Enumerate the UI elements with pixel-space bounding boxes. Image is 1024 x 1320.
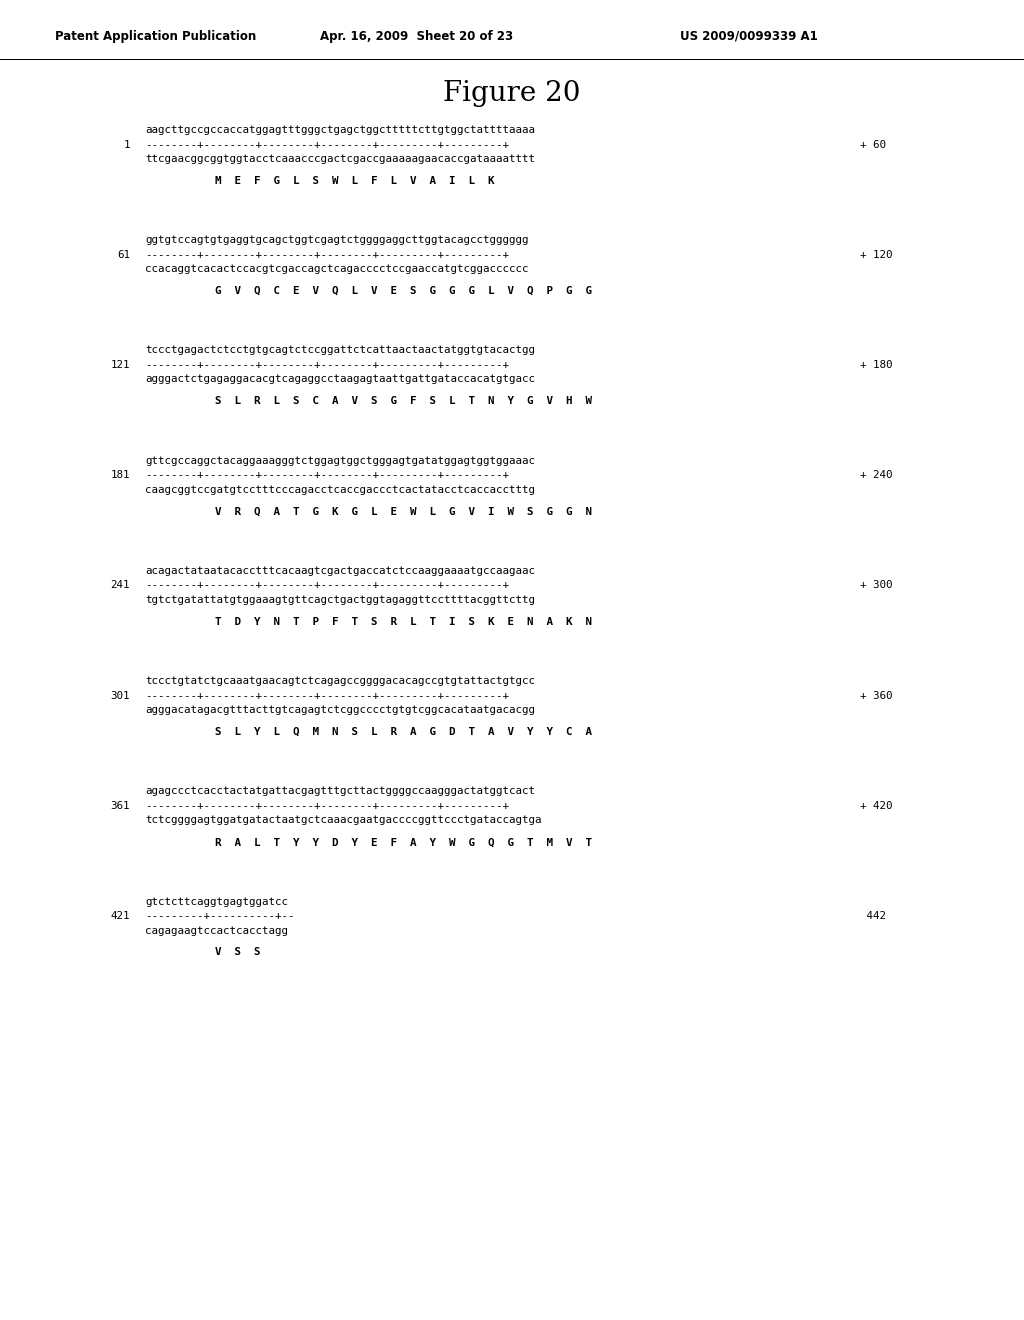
Text: caagcggtccgatgtcctttcccagacctcaccgaccctcactatacctcaccacctttg: caagcggtccgatgtcctttcccagacctcaccgaccctc… — [145, 484, 535, 495]
Text: ggtgtccagtgtgaggtgcagctggtcgagtctggggaggcttggtacagcctgggggg: ggtgtccagtgtgaggtgcagctggtcgagtctggggagg… — [145, 235, 528, 246]
Text: agagccctcacctactatgattacgagtttgcttactggggccaagggactatggtcact: agagccctcacctactatgattacgagtttgcttactggg… — [145, 787, 535, 796]
Text: agggacatagacgtttacttgtcagagtctcggcccctgtgtcggcacataatgacacgg: agggacatagacgtttacttgtcagagtctcggcccctgt… — [145, 705, 535, 715]
Text: --------+--------+--------+--------+---------+---------+: --------+--------+--------+--------+----… — [145, 470, 509, 480]
Text: 181: 181 — [111, 470, 130, 480]
Text: Patent Application Publication: Patent Application Publication — [55, 30, 256, 44]
Text: R  A  L  T  Y  Y  D  Y  E  F  A  Y  W  G  Q  G  T  M  V  T: R A L T Y Y D Y E F A Y W G Q G T M V T — [215, 837, 592, 847]
Text: Figure 20: Figure 20 — [443, 81, 581, 107]
Text: + 300: + 300 — [860, 581, 893, 590]
Text: V  R  Q  A  T  G  K  G  L  E  W  L  G  V  I  W  S  G  G  N: V R Q A T G K G L E W L G V I W S G G N — [215, 507, 592, 516]
Text: tccctgagactctcctgtgcagtctccggattctcattaactaactatggtgtacactgg: tccctgagactctcctgtgcagtctccggattctcattaa… — [145, 346, 535, 355]
Text: 1: 1 — [124, 140, 130, 149]
Text: tctcggggagtggatgatactaatgctcaaacgaatgaccccggttccctgataccagtga: tctcggggagtggatgatactaatgctcaaacgaatgacc… — [145, 816, 542, 825]
Text: + 180: + 180 — [860, 360, 893, 370]
Text: M  E  F  G  L  S  W  L  F  L  V  A  I  L  K: M E F G L S W L F L V A I L K — [215, 176, 495, 186]
Text: S  L  Y  L  Q  M  N  S  L  R  A  G  D  T  A  V  Y  Y  C  A: S L Y L Q M N S L R A G D T A V Y Y C A — [215, 727, 592, 737]
Text: T  D  Y  N  T  P  F  T  S  R  L  T  I  S  K  E  N  A  K  N: T D Y N T P F T S R L T I S K E N A K N — [215, 616, 592, 627]
Text: ---------+----------+--: ---------+----------+-- — [145, 911, 295, 921]
Text: gttcgccaggctacaggaaagggtctggagtggctgggagtgatatggagtggtggaaac: gttcgccaggctacaggaaagggtctggagtggctgggag… — [145, 455, 535, 466]
Text: --------+--------+--------+--------+---------+---------+: --------+--------+--------+--------+----… — [145, 581, 509, 590]
Text: US 2009/0099339 A1: US 2009/0099339 A1 — [680, 30, 818, 44]
Text: tgtctgatattatgtggaaagtgttcagctgactggtagaggttccttttacggttcttg: tgtctgatattatgtggaaagtgttcagctgactggtaga… — [145, 595, 535, 605]
Text: --------+--------+--------+--------+---------+---------+: --------+--------+--------+--------+----… — [145, 140, 509, 149]
Text: + 240: + 240 — [860, 470, 893, 480]
Text: 241: 241 — [111, 581, 130, 590]
Text: aagcttgccgccaccatggagtttgggctgagctggctttttcttgtggctattttaaaa: aagcttgccgccaccatggagtttgggctgagctggcttt… — [145, 125, 535, 135]
Text: gtctcttcaggtgagtggatcc: gtctcttcaggtgagtggatcc — [145, 896, 288, 907]
Text: + 60: + 60 — [860, 140, 886, 149]
Text: + 120: + 120 — [860, 249, 893, 260]
Text: --------+--------+--------+--------+---------+---------+: --------+--------+--------+--------+----… — [145, 249, 509, 260]
Text: agggactctgagaggacacgtcagaggcctaagagtaattgattgataccacatgtgacc: agggactctgagaggacacgtcagaggcctaagagtaatt… — [145, 375, 535, 384]
Text: --------+--------+--------+--------+---------+---------+: --------+--------+--------+--------+----… — [145, 690, 509, 701]
Text: 121: 121 — [111, 360, 130, 370]
Text: --------+--------+--------+--------+---------+---------+: --------+--------+--------+--------+----… — [145, 360, 509, 370]
Text: V  S  S: V S S — [215, 948, 260, 957]
Text: acagactataatacacctttcacaagtcgactgaccatctccaaggaaaatgccaagaac: acagactataatacacctttcacaagtcgactgaccatct… — [145, 566, 535, 576]
Text: 301: 301 — [111, 690, 130, 701]
Text: --------+--------+--------+--------+---------+---------+: --------+--------+--------+--------+----… — [145, 801, 509, 810]
Text: + 360: + 360 — [860, 690, 893, 701]
Text: ccacaggtcacactccacgtcgaccagctcagacccctccgaaccatgtcggacccccc: ccacaggtcacactccacgtcgaccagctcagacccctcc… — [145, 264, 528, 275]
Text: 61: 61 — [117, 249, 130, 260]
Text: S  L  R  L  S  C  A  V  S  G  F  S  L  T  N  Y  G  V  H  W: S L R L S C A V S G F S L T N Y G V H W — [215, 396, 592, 407]
Text: G  V  Q  C  E  V  Q  L  V  E  S  G  G  G  L  V  Q  P  G  G: G V Q C E V Q L V E S G G G L V Q P G G — [215, 286, 592, 296]
Text: ttcgaacggcggtggtacctcaaacccgactcgaccgaaaaagaacaccgataaaatttt: ttcgaacggcggtggtacctcaaacccgactcgaccgaaa… — [145, 154, 535, 164]
Text: cagagaagtccactcacctagg: cagagaagtccactcacctagg — [145, 925, 288, 936]
Text: 421: 421 — [111, 911, 130, 921]
Text: + 420: + 420 — [860, 801, 893, 810]
Text: tccctgtatctgcaaatgaacagtctcagagccggggacacagccgtgtattactgtgcc: tccctgtatctgcaaatgaacagtctcagagccggggaca… — [145, 676, 535, 686]
Text: Apr. 16, 2009  Sheet 20 of 23: Apr. 16, 2009 Sheet 20 of 23 — [319, 30, 513, 44]
Text: 442: 442 — [860, 911, 886, 921]
Text: 361: 361 — [111, 801, 130, 810]
